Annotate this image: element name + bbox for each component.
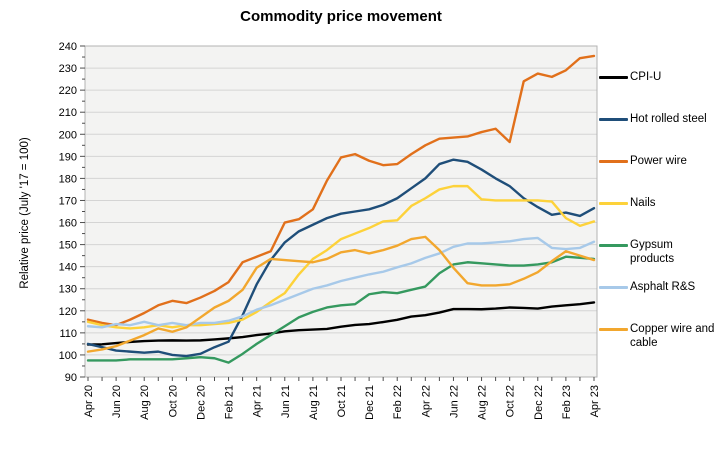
series-line-gypsum-products [86,255,596,364]
x-tick-label: Apr 22 [420,385,432,417]
legend-swatch-cpi-u [599,76,628,79]
legend-swatch-asphalt-r-s [599,286,628,289]
legend-item-cpi-u: CPI-U [599,70,661,84]
y-tick-label: 170 [59,195,77,207]
y-tick-label: 180 [59,173,77,185]
series-line-hot-rolled-steel [86,158,596,358]
x-tick-label: Oct 20 [167,385,179,417]
y-tick-label: 240 [59,41,77,53]
legend-swatch-hot-rolled-steel [599,118,628,121]
y-tick-label: 160 [59,218,77,230]
x-tick-label: Feb 21 [224,385,236,419]
x-tick-label: Dec 22 [533,385,545,420]
x-tick-label: Dec 21 [364,385,376,420]
x-tick-label: Aug 22 [477,385,489,420]
y-tick-label: 130 [59,284,77,296]
y-tick-label: 190 [59,151,77,163]
x-tick-label: Jun 21 [280,385,292,418]
x-tick-label: Oct 22 [505,385,517,417]
y-tick-label: 90 [65,372,77,384]
x-tick-label: Apr 23 [589,385,601,417]
legend-label-copper-wire-and-cable: Copper wire and cable [630,323,715,349]
y-tick-label: 100 [59,350,77,362]
legend-item-nails: Nails [599,196,656,210]
x-tick-label: Oct 21 [336,385,348,417]
legend-label-gypsum-products: Gypsum products [630,239,675,265]
y-tick-label: 110 [59,328,77,340]
legend-label-hot-rolled-steel: Hot rolled steel [630,113,707,125]
y-axis-title: Relative price (July '17 = 100) [19,137,31,289]
y-tick-label: 120 [59,306,77,318]
x-tick-label: Aug 21 [308,385,320,420]
legend: CPI-U Hot rolled steel Power wire Nails Gyps… [599,0,722,449]
series-line-copper-wire-and-cable [86,235,596,353]
series-line-asphalt-r-s [86,236,596,329]
chart-title: Commodity price movement [240,8,442,25]
x-tick-label: Aug 20 [139,385,151,420]
x-tick-label: Jun 20 [111,385,123,418]
legend-label-nails: Nails [630,197,656,209]
legend-swatch-nails [599,202,628,205]
plot-background [85,46,597,377]
y-tick-label: 230 [59,63,77,75]
x-tick-label: Dec 20 [195,385,207,420]
legend-label-power-wire: Power wire [630,155,687,167]
legend-item-copper-wire-and-cable: Copper wire and cable [599,322,714,350]
legend-label-cpi-u: CPI-U [630,71,662,83]
x-tick-label: Jun 22 [448,385,460,418]
legend-item-power-wire: Power wire [599,154,687,168]
legend-swatch-gypsum-products [599,244,628,247]
legend-item-asphalt-r-s: Asphalt R&S [599,280,695,294]
legend-label-asphalt-r-s: Asphalt R&S [630,281,696,293]
legend-item-gypsum-products: Gypsum products [599,238,674,266]
y-tick-label: 200 [59,129,77,141]
x-tick-label: Feb 23 [561,385,573,419]
x-tick-label: Apr 21 [252,385,264,417]
x-tick-label: Feb 22 [392,385,404,419]
legend-swatch-power-wire [599,160,628,163]
y-tick-label: 220 [59,85,77,97]
y-tick-label: 150 [59,240,77,252]
series-line-power-wire [86,54,596,327]
y-tick-label: 140 [59,262,77,274]
series-line-cpi-u [86,301,596,346]
legend-swatch-copper-wire-and-cable [599,328,628,331]
legend-item-hot-rolled-steel: Hot rolled steel [599,112,707,126]
series-line-nails [86,184,596,330]
x-tick-label: Apr 20 [83,385,95,417]
y-tick-label: 210 [59,107,77,119]
